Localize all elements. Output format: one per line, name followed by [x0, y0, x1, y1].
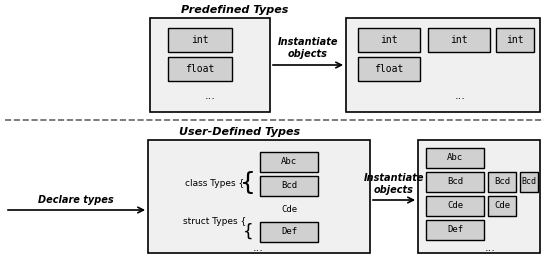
Bar	[428, 28, 490, 52]
Text: Instantiate
objects: Instantiate objects	[364, 173, 424, 195]
Bar	[426, 172, 484, 192]
Text: Abc: Abc	[281, 157, 297, 167]
Bar	[426, 148, 484, 168]
Bar	[260, 152, 318, 172]
Bar	[150, 18, 270, 112]
Text: Instantiate
objects: Instantiate objects	[278, 37, 338, 59]
Bar	[426, 220, 484, 240]
Bar	[168, 57, 232, 81]
Text: float: float	[186, 64, 215, 74]
Bar	[148, 140, 370, 253]
Text: int: int	[380, 35, 398, 45]
Bar	[488, 172, 516, 192]
Text: ...: ...	[455, 91, 466, 101]
Bar	[260, 200, 318, 220]
Text: Declare types: Declare types	[38, 195, 114, 205]
Text: Cde: Cde	[281, 205, 297, 215]
Text: int: int	[450, 35, 468, 45]
Text: Predefined Types: Predefined Types	[181, 5, 289, 15]
Text: Cde: Cde	[494, 201, 510, 211]
Text: User-Defined Types: User-Defined Types	[180, 127, 300, 137]
Text: {: {	[243, 223, 253, 241]
Bar	[346, 18, 540, 112]
Bar	[520, 172, 538, 192]
Text: Def: Def	[447, 226, 463, 234]
Text: Bcd: Bcd	[447, 177, 463, 187]
Text: Cde: Cde	[447, 201, 463, 211]
Bar	[260, 222, 318, 242]
Bar	[426, 196, 484, 216]
Text: struct Types {: struct Types {	[183, 217, 247, 227]
Text: {: {	[240, 171, 256, 195]
Text: Def: Def	[281, 228, 297, 236]
Bar	[260, 176, 318, 196]
Text: Bcd: Bcd	[494, 177, 510, 187]
Text: ...: ...	[205, 91, 215, 101]
Bar	[168, 28, 232, 52]
Bar	[496, 28, 534, 52]
Bar	[488, 196, 516, 216]
Text: Abc: Abc	[447, 153, 463, 163]
Text: ...: ...	[485, 243, 495, 253]
Text: int: int	[191, 35, 209, 45]
Text: int: int	[506, 35, 524, 45]
Text: float: float	[374, 64, 404, 74]
Text: Bcd: Bcd	[522, 177, 536, 187]
Text: Bcd: Bcd	[281, 181, 297, 191]
Bar	[418, 140, 540, 253]
Bar	[358, 28, 420, 52]
Bar	[358, 57, 420, 81]
Text: class Types {: class Types {	[186, 179, 245, 187]
Text: ...: ...	[253, 243, 264, 253]
